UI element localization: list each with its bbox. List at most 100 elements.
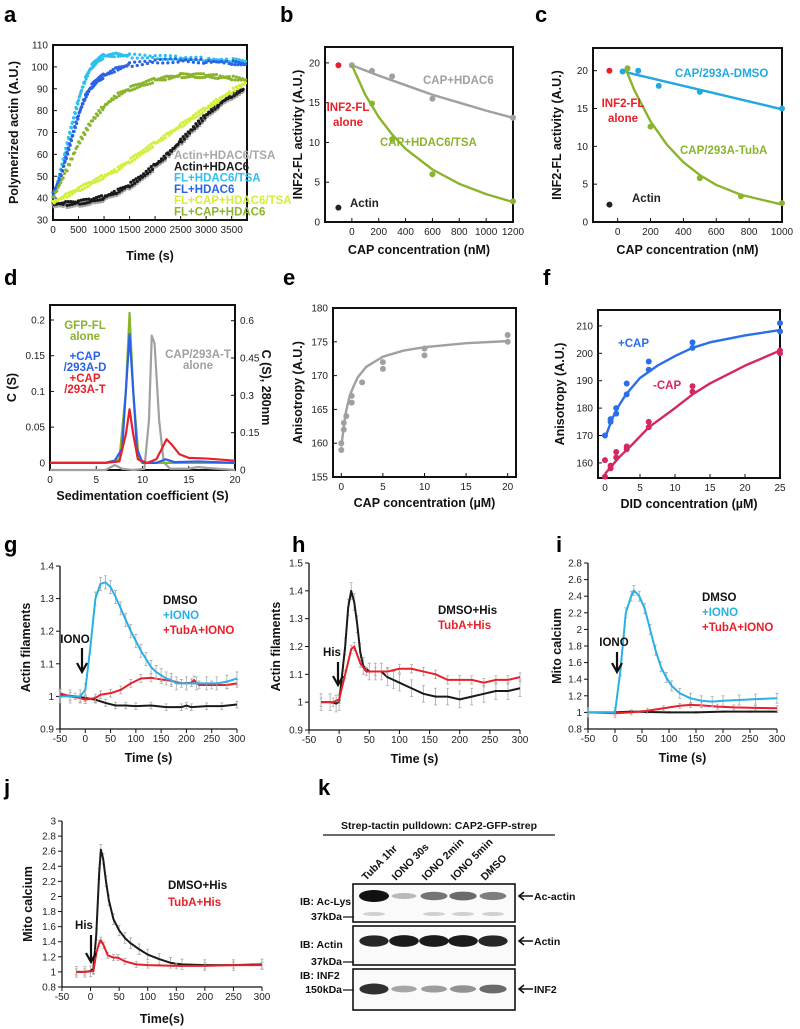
- data-point: [59, 174, 63, 178]
- chart-d: 0 5 10 15 2000.050.10.150.200.150.30.450.6Se…: [5, 304, 273, 503]
- x-tick-label: 150: [168, 992, 185, 1003]
- y-tick-label: 5: [314, 178, 320, 189]
- x-tick-label: 0: [88, 992, 94, 1003]
- data-point: [655, 82, 662, 89]
- data-point: [182, 123, 187, 127]
- data-point: [180, 140, 184, 144]
- data-point: [190, 130, 194, 134]
- data-point: [194, 55, 198, 59]
- annotation-line: +TubA+IONO: [702, 622, 773, 634]
- panel-letter-g: g: [4, 532, 17, 557]
- protein-band: [419, 935, 449, 947]
- x-tick-label: 500: [70, 225, 87, 236]
- y-right-axis-label: C (S), 280nm: [259, 350, 273, 426]
- data-point: [78, 188, 82, 193]
- x-tick-label: 0: [349, 227, 355, 238]
- data-point: [83, 186, 87, 190]
- annotation-line: +IONO: [163, 610, 199, 622]
- data-point: [66, 191, 70, 195]
- data-point: [133, 181, 137, 186]
- y-tick-label: 1.4: [568, 675, 582, 686]
- data-point: [143, 150, 147, 154]
- x-tick-label: 600: [708, 227, 725, 238]
- y-tick-label: 2.8: [568, 559, 582, 570]
- western-blot: Strep-tactin pulldown: CAP2-GFP-strepTub…: [300, 820, 575, 1011]
- y-axis-label: INF2-FL activity (A.U.): [291, 70, 305, 200]
- blot-row-label: IB: INF2: [300, 970, 340, 982]
- data-point: [140, 177, 144, 182]
- annotation-line: alone: [183, 360, 213, 372]
- series-2: [58, 575, 239, 704]
- data-point: [243, 81, 248, 85]
- data-point: [689, 339, 696, 346]
- data-point: [66, 152, 70, 156]
- series-1: [602, 347, 783, 480]
- x-tick-label: 300: [512, 735, 529, 746]
- data-point: [135, 86, 139, 90]
- y-tick-label: 1: [576, 708, 582, 719]
- y-tick-label: 100: [31, 62, 48, 73]
- data-point: [338, 446, 345, 453]
- series-3: [335, 204, 342, 211]
- data-point: [135, 155, 139, 159]
- data-point: [153, 53, 157, 58]
- data-point: [117, 167, 121, 172]
- data-point: [163, 78, 167, 82]
- axis-lines: [59, 566, 237, 730]
- x-tick-label: 250: [203, 734, 220, 745]
- data-point: [379, 359, 386, 366]
- data-point: [203, 116, 207, 120]
- data-point: [335, 204, 342, 211]
- chart-j: -50 0 50 100 150 200 250 300 0.8 1 1.2 1.4 1.6 1.8 2 2.…: [21, 817, 271, 1027]
- y-tick-label: 15: [577, 104, 589, 115]
- data-point: [96, 179, 100, 183]
- data-point: [116, 68, 120, 72]
- data-point: [150, 81, 155, 85]
- data-point: [231, 86, 235, 90]
- data-point: [161, 57, 165, 61]
- data-point: [111, 67, 115, 72]
- protein-band: [449, 891, 477, 901]
- data-point: [689, 344, 696, 351]
- data-point: [70, 202, 74, 206]
- data-point: [101, 108, 105, 112]
- annotation-line: Actin: [350, 198, 379, 210]
- data-point: [62, 164, 66, 168]
- y-tick-label: 0: [582, 218, 588, 229]
- series-2: [586, 585, 779, 718]
- x-tick-label: 0: [47, 475, 53, 486]
- data-point: [212, 99, 216, 104]
- data-point: [177, 140, 181, 144]
- x-tick-label: 200: [715, 734, 732, 745]
- data-point: [64, 192, 68, 196]
- data-point: [80, 187, 84, 191]
- data-point: [191, 60, 195, 64]
- data-point: [158, 53, 162, 58]
- y-tick-label: 1.2: [289, 642, 303, 653]
- data-point: [369, 67, 375, 74]
- data-point: [85, 203, 90, 207]
- x-tick-label: -50: [581, 734, 596, 745]
- y-right-tick-label: 0.45: [240, 354, 260, 365]
- data-point: [65, 169, 69, 173]
- arrow-head-icon: [76, 662, 88, 675]
- data-point: [80, 204, 84, 208]
- y-tick-label: 0: [39, 458, 45, 469]
- y-tick-label: 15: [309, 98, 321, 109]
- y-tick-label: 2: [50, 892, 56, 903]
- panel-letter-b: b: [280, 2, 293, 27]
- x-tick-label: 15: [704, 483, 716, 494]
- data-point: [115, 65, 119, 70]
- y-tick-label: 1.1: [40, 659, 54, 670]
- y-tick-label: 1.2: [42, 952, 56, 963]
- x-tick-label: -50: [302, 735, 317, 746]
- data-point: [214, 97, 218, 102]
- data-point: [82, 198, 86, 202]
- chart-annotation: DMSO+His: [168, 880, 227, 892]
- y-axis-label: C (S): [5, 373, 19, 402]
- data-point: [117, 192, 121, 196]
- data-point: [233, 63, 237, 67]
- y-axis-label: Mito calcium: [550, 608, 564, 684]
- data-point: [97, 175, 101, 179]
- data-point: [343, 413, 350, 420]
